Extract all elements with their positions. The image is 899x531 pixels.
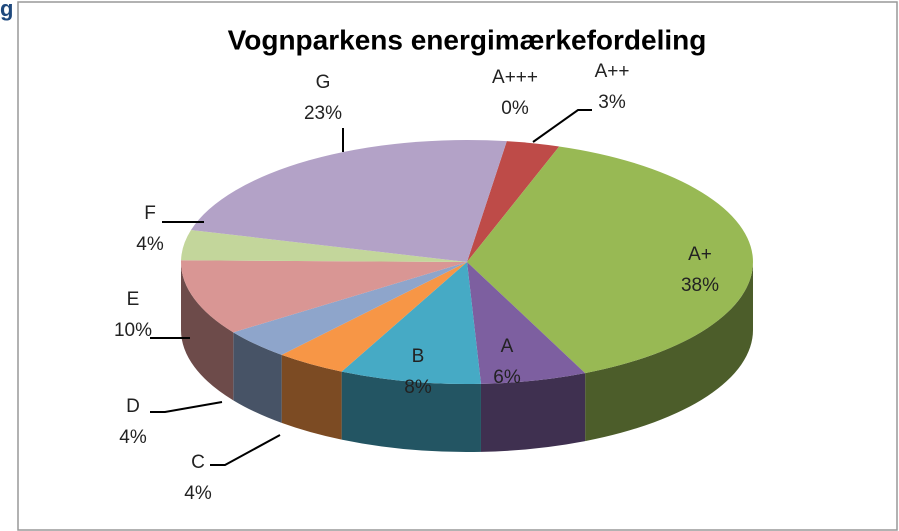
- slice-side: [281, 354, 342, 440]
- slice: [467, 146, 753, 374]
- slice-label: F: [144, 203, 156, 224]
- slice: [181, 230, 467, 262]
- slice-side: [341, 371, 481, 452]
- slice-side: [181, 262, 234, 401]
- slice-value-label: 3%: [598, 92, 626, 113]
- slice-side: [480, 373, 586, 452]
- slice: [341, 262, 481, 384]
- slice: [467, 262, 586, 384]
- slice-label: A++: [595, 61, 630, 82]
- slice-value-label: 8%: [404, 377, 432, 398]
- cropped-heading: g: [0, 0, 13, 21]
- slice: [281, 262, 467, 372]
- slice-label: E: [127, 289, 140, 310]
- slice-value-label: 4%: [119, 427, 147, 448]
- slice: [181, 260, 468, 333]
- leader-line: [150, 401, 223, 413]
- slice-value-label: 23%: [304, 103, 342, 124]
- slice-label: G: [316, 72, 331, 93]
- slice-value-label: 4%: [136, 234, 164, 255]
- slice-value-label: 38%: [681, 275, 719, 296]
- slice-label: A+: [688, 244, 712, 265]
- slice-side: [585, 262, 753, 442]
- slice: [233, 262, 467, 355]
- slice: [191, 139, 507, 262]
- slice-value-label: 0%: [501, 98, 529, 119]
- slice-label: D: [126, 396, 140, 417]
- slice-value-label: 10%: [114, 320, 152, 341]
- slice-value-label: 4%: [184, 483, 212, 504]
- slice-value-label: 6%: [493, 367, 521, 388]
- slice: [467, 141, 560, 262]
- slice-label: B: [412, 346, 425, 367]
- slice-label: A+++: [492, 67, 538, 88]
- leader-line: [532, 109, 592, 143]
- slice-label: C: [191, 452, 205, 473]
- chart-title: Vognparkens energimærkefordeling: [228, 24, 707, 55]
- slice-label: A: [501, 336, 514, 357]
- slice-side: [233, 332, 282, 423]
- leader-line: [210, 434, 281, 466]
